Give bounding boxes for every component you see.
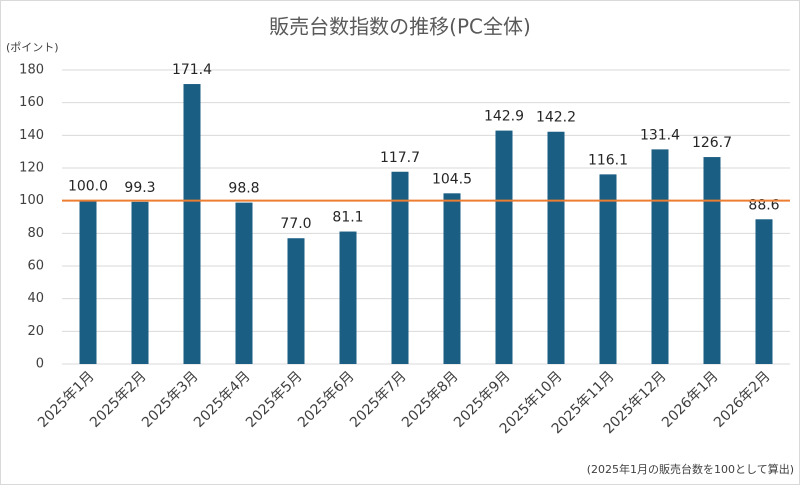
y-tick-label: 80 — [27, 226, 44, 241]
bar — [547, 131, 565, 364]
value-label: 142.2 — [536, 110, 576, 126]
y-tick-label: 140 — [19, 128, 44, 143]
value-label: 116.1 — [588, 152, 628, 168]
bar — [651, 149, 669, 364]
bar — [339, 231, 357, 364]
y-tick-label: 60 — [27, 259, 44, 274]
bar — [235, 202, 253, 364]
bar — [183, 84, 201, 365]
y-tick-label: 120 — [19, 161, 44, 176]
y-tick-label: 100 — [19, 193, 44, 208]
y-tick-label: 160 — [19, 95, 44, 110]
footnote: (2025年1月の販売台数を100として算出) — [587, 462, 794, 476]
value-label: 131.4 — [640, 127, 680, 143]
value-label: 104.5 — [432, 171, 472, 187]
bar — [287, 238, 305, 364]
bar — [703, 157, 721, 364]
bar — [599, 174, 617, 364]
bar — [391, 171, 409, 364]
bar — [131, 201, 149, 364]
bar — [755, 219, 773, 364]
bar — [79, 200, 97, 364]
y-tick-label: 40 — [27, 291, 44, 306]
value-label: 117.7 — [380, 150, 420, 166]
y-tick-label: 180 — [19, 63, 44, 78]
bar — [495, 130, 513, 364]
chart-title: 販売台数指数の推移(PC全体) — [269, 15, 531, 39]
value-label: 126.7 — [692, 135, 732, 151]
value-label: 98.8 — [228, 181, 259, 197]
value-label: 171.4 — [172, 62, 212, 78]
value-label: 142.9 — [484, 109, 524, 125]
y-tick-label: 0 — [36, 357, 44, 372]
y-tick-label: 20 — [27, 324, 44, 339]
bar — [443, 193, 461, 364]
y-axis-label: (ポイント) — [6, 41, 59, 54]
value-label: 81.1 — [332, 210, 363, 226]
value-label: 100.0 — [68, 179, 108, 195]
value-label: 99.3 — [124, 180, 155, 196]
value-label: 77.0 — [280, 216, 311, 232]
